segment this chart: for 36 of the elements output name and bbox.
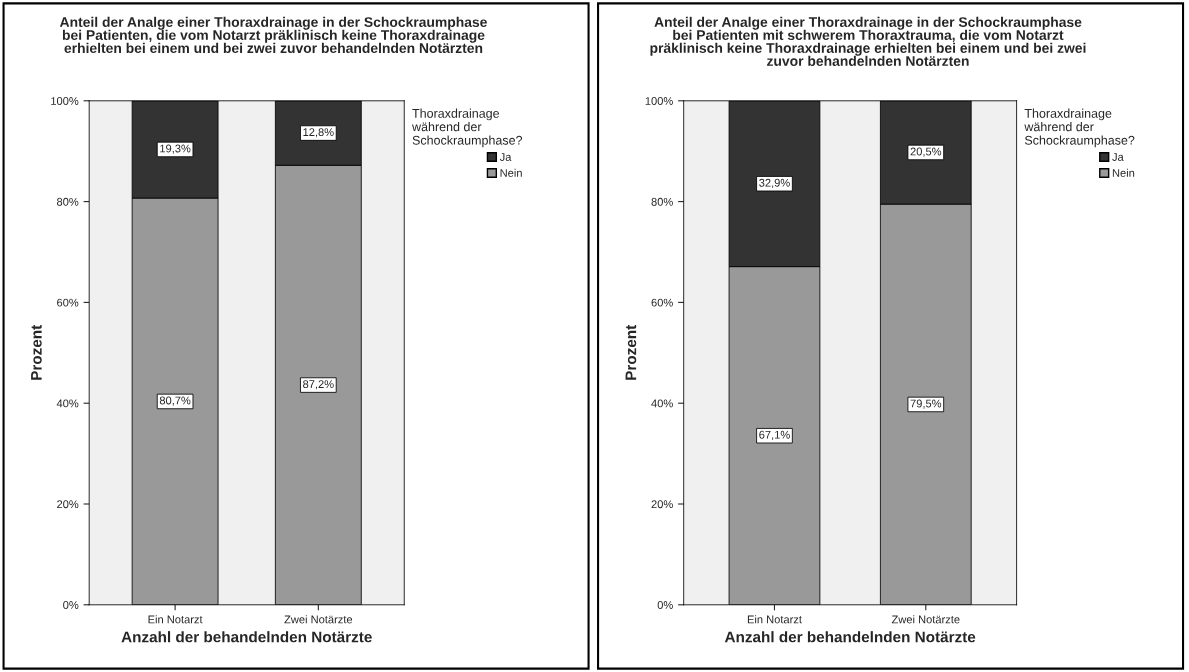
x-axis-title: Anzahl der behandelnden Notärzte (724, 631, 976, 643)
data-label: 20,5% (910, 147, 942, 157)
y-tick-label: 100% (51, 97, 79, 105)
x-axis-title: Anzahl der behandelnden Notärzte (121, 631, 372, 643)
data-label: 80,7% (159, 396, 191, 406)
y-tick-label: 100% (645, 97, 673, 105)
x-tick-label: Zwei Notärzte (284, 615, 353, 624)
y-tick-label: 60% (651, 298, 673, 307)
y-tick-label: 40% (56, 399, 79, 408)
y-tick-label: 20% (651, 500, 673, 509)
y-axis-title: Prozent (625, 324, 637, 380)
chart-title: Anteil der Analge einer Thoraxdrainage in der Schockraumphase bei Patienten, die vom Notarzt präklinisch keine Thoraxdrainage erhielten bei einem und bei zwei zuvor behandelnden Notärzten (59, 16, 487, 54)
legend-label: Ja (1112, 153, 1124, 161)
data-label: 19,3% (160, 144, 191, 154)
x-tick-label: Ein Notarzt (747, 615, 802, 624)
x-tick-label: Zwei Notärzte (891, 615, 960, 624)
y-tick-label: 0% (657, 601, 673, 609)
y-tick-label: 40% (651, 399, 673, 408)
legend-label: Ja (499, 153, 512, 161)
y-tick-label: 20% (57, 500, 79, 509)
legend-label: Nein (500, 168, 522, 177)
x-tick-label: Ein Notarzt (148, 615, 203, 624)
y-tick-label: 60% (57, 298, 79, 307)
data-label: 87,2% (303, 380, 334, 390)
legend-label: Nein (1112, 168, 1135, 177)
y-tick-label: 80% (57, 197, 79, 206)
data-label: 67,1% (759, 430, 790, 440)
y-tick-label: 0% (63, 601, 79, 609)
data-label: 12,8% (303, 128, 334, 138)
legend-title: Thoraxdrainage während der Schockraumphase? (1024, 108, 1135, 148)
y-axis-title: Prozent (31, 324, 42, 380)
chart-title: Anteil der Analge einer Thoraxdrainage in der Schockraumphase bei Patienten mit schwerem Thoraxtrauma, die vom Notarzt präklinisch keine Thoraxdrainage erhielten bei einem und bei zwei zuvor behandelnden Notärzten (650, 16, 1086, 66)
data-label: 79,5% (910, 399, 942, 409)
data-label: 32,9% (759, 178, 790, 188)
legend-title: Thoraxdrainage während der Schockraumphase? (412, 108, 523, 148)
y-tick-label: 80% (651, 197, 673, 206)
